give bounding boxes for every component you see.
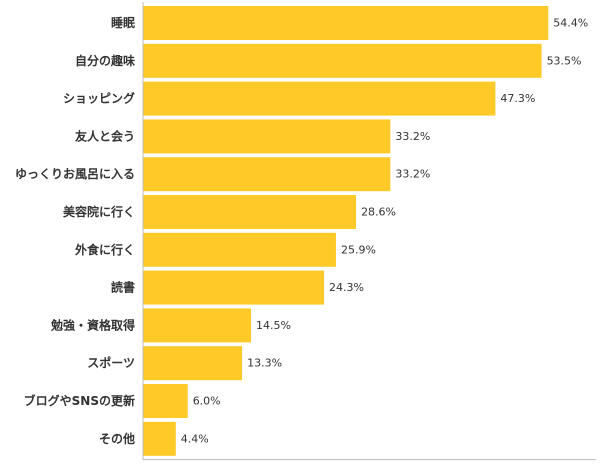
category-label-5: ゆっくりお風呂に入る [15, 167, 135, 181]
value-label-8: 24.3% [329, 281, 364, 294]
value-label-2: 53.5% [547, 54, 582, 67]
value-labels: 54.4% 53.5% 47.3% 33.2% 33.2% 28.6% 25.9% 24.3%… [181, 17, 588, 446]
category-label-1: 睡眠 [111, 15, 135, 30]
bar-3 [143, 81, 496, 116]
bar-5 [143, 157, 391, 192]
bar-4 [143, 119, 391, 154]
bar-7 [143, 232, 336, 267]
bar-6 [143, 195, 357, 229]
category-label-2: 自分の趣味 [75, 53, 135, 68]
bar-12 [143, 421, 176, 456]
category-labels: 睡眠自分の趣味ショッピング友人と会うゆっくりお風呂に入る美容院に行く外食に行く読… [15, 15, 135, 446]
category-label-8: 読書 [111, 280, 135, 295]
bar-2 [143, 43, 542, 78]
value-label-4: 33.2% [395, 130, 430, 143]
bar-10 [143, 346, 243, 381]
value-label-11: 6.0% [193, 395, 221, 408]
category-label-11: ブログやSNSの更新 [24, 393, 135, 408]
value-label-10: 13.3% [247, 357, 282, 370]
category-label-12: その他 [99, 431, 135, 446]
category-label-4: 友人と会う [74, 128, 135, 143]
bar-11 [143, 384, 188, 418]
category-label-3: ショッピング [63, 91, 135, 106]
bar-8 [143, 270, 325, 305]
value-label-12: 4.4% [181, 432, 209, 445]
value-label-1: 54.4% [553, 17, 588, 30]
category-label-6: 美容院に行く [63, 204, 135, 219]
bar-1 [143, 6, 549, 40]
value-label-7: 25.9% [341, 243, 376, 256]
category-label-7: 外食に行く [75, 242, 135, 257]
value-label-5: 33.2% [395, 168, 430, 181]
category-label-10: スポーツ [87, 355, 135, 370]
bar-9 [143, 308, 252, 343]
value-label-9: 14.5% [256, 319, 291, 332]
value-label-6: 28.6% [361, 206, 396, 219]
category-label-9: 勉強・資格取得 [50, 317, 135, 332]
bars-layer [143, 6, 549, 456]
value-label-3: 47.3% [500, 92, 535, 105]
